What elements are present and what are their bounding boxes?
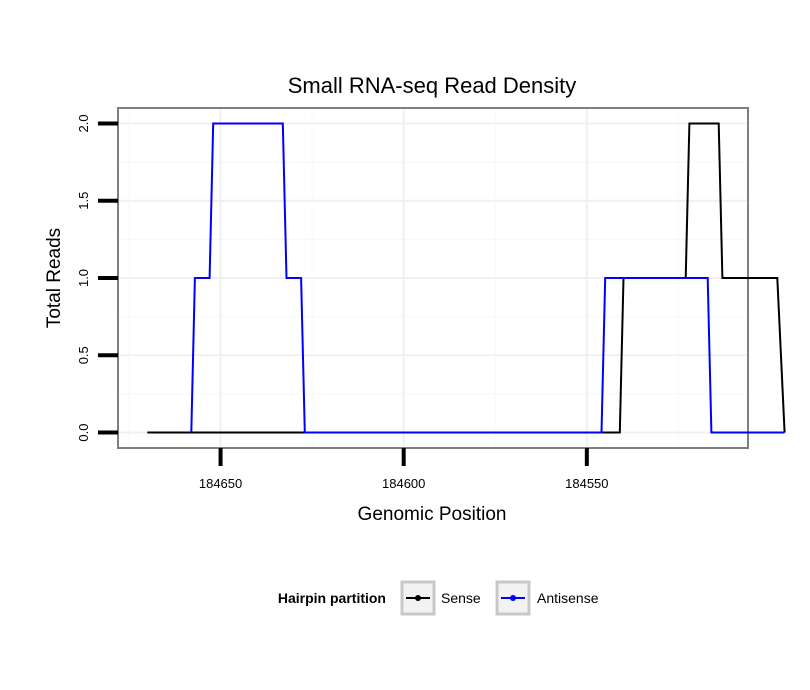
legend-title: Hairpin partition	[278, 590, 386, 606]
legend-marker-sense	[415, 595, 421, 601]
x-tick-label: 184650	[199, 476, 242, 491]
legend: Hairpin partition Sense Antisense	[278, 580, 599, 616]
series-line-sense	[147, 122, 786, 434]
y-tick-label: 1.0	[76, 269, 91, 287]
series-line-antisense	[190, 122, 785, 434]
x-axis-label: Genomic Position	[358, 504, 507, 525]
y-tick-label: 1.5	[76, 192, 91, 210]
y-tick-label: 2.0	[76, 114, 91, 132]
y-axis-label: Total Reads	[44, 228, 65, 328]
x-tick-label: 184550	[565, 476, 608, 491]
plot-lines	[147, 122, 786, 434]
y-axis: 0.0 0.5 1.0 1.5 2.0	[76, 114, 118, 442]
chart-title: Small RNA-seq Read Density	[288, 73, 577, 98]
legend-item-sense: Sense	[400, 580, 481, 616]
legend-marker-antisense	[510, 595, 516, 601]
legend-label-sense: Sense	[441, 590, 481, 606]
legend-label-antisense: Antisense	[537, 590, 599, 606]
x-tick-label: 184600	[382, 476, 425, 491]
y-tick-label: 0.5	[76, 346, 91, 364]
grid	[118, 108, 748, 448]
legend-item-antisense: Antisense	[495, 580, 599, 616]
x-axis: 184650 184600 184550	[199, 448, 609, 491]
y-tick-label: 0.0	[76, 424, 91, 442]
